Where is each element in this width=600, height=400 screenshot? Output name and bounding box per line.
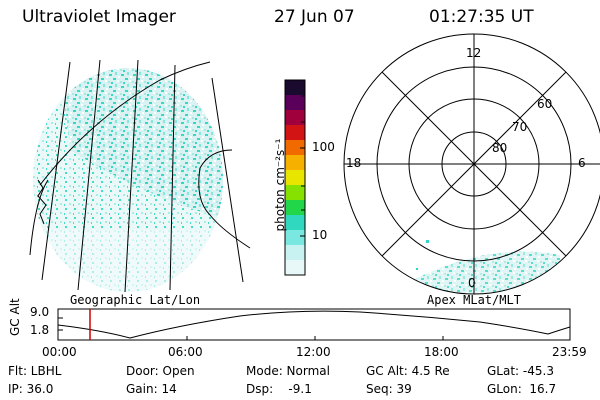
- ip-info: IP: 36.0: [8, 382, 54, 396]
- geographic-label: Geographic Lat/Lon: [70, 293, 201, 307]
- coastline: [37, 149, 251, 249]
- colorbar-tick-10: 10: [312, 228, 328, 242]
- polar-label-mlt-12: 12: [466, 46, 482, 60]
- colorbar-segment: [285, 215, 305, 231]
- polar-speck: [426, 240, 429, 243]
- uv-disk-image: [33, 68, 223, 292]
- altitude-xtick: 06:00: [168, 345, 203, 359]
- colorbar-segment: [285, 95, 305, 111]
- altitude-ytick-low: 1.8: [30, 323, 50, 337]
- filter-info: Flt: LBHL: [8, 364, 62, 378]
- altitude-xtick: 00:00: [42, 345, 77, 359]
- polar-label-mlt-0: 0: [468, 276, 476, 290]
- polar-label-mlt-18: 18: [346, 156, 362, 170]
- colorbar-segment: [285, 140, 305, 156]
- colorbar-unit-label: photon cm⁻²s⁻¹: [273, 138, 287, 232]
- mode-info: Mode: Normal: [246, 364, 330, 378]
- gain-info: Gain: 14: [126, 382, 177, 396]
- colorbar-segment: [285, 245, 305, 261]
- time-label: 01:27:35 UT: [429, 7, 534, 27]
- colorbar-segment: [285, 200, 305, 216]
- colorbar-segment: [285, 155, 305, 171]
- colorbar-tick-100: 100: [312, 140, 335, 154]
- colorbar-segment: [285, 260, 305, 276]
- date-label: 27 Jun 07: [274, 7, 355, 27]
- glon-info: GLon: 16.7: [487, 382, 557, 396]
- glat-info: GLat: -45.3: [487, 364, 554, 378]
- altitude-ylabel: GC Alt: [8, 298, 22, 336]
- colorbar-segment: [285, 125, 305, 141]
- altitude-xtick: 23:59: [552, 345, 587, 359]
- dsp-info: Dsp: -9.1: [246, 382, 312, 396]
- colorbar-segment: [285, 185, 305, 201]
- polar-speck: [416, 268, 418, 270]
- polar-label-mlt-6: 6: [578, 156, 586, 170]
- geographic-grid: [29, 59, 244, 293]
- colorbar-segment: [285, 110, 305, 126]
- altitude-ytick-high: 9.0: [30, 305, 50, 319]
- polar-plot: [343, 33, 600, 295]
- instrument-title: Ultraviolet Imager: [22, 7, 176, 27]
- polar-label-mlat-80: 80: [492, 141, 508, 155]
- polar-label-mlat-70: 70: [512, 120, 528, 134]
- polar-label-mlat-60: 60: [537, 97, 553, 111]
- door-info: Door: Open: [126, 364, 195, 378]
- seq-info: Seq: 39: [366, 382, 412, 396]
- altitude-xtick: 18:00: [424, 345, 459, 359]
- altitude-xtick: 12:00: [296, 345, 331, 359]
- altitude-plot: [57, 308, 571, 341]
- colorbar-segment: [285, 230, 305, 246]
- apex-label: Apex MLat/MLT: [427, 293, 521, 307]
- gc-alt-info: GC Alt: 4.5 Re: [366, 364, 450, 378]
- colorbar-segment: [285, 80, 305, 96]
- colorbar-segment: [285, 170, 305, 186]
- color-scale-bar: [285, 80, 305, 276]
